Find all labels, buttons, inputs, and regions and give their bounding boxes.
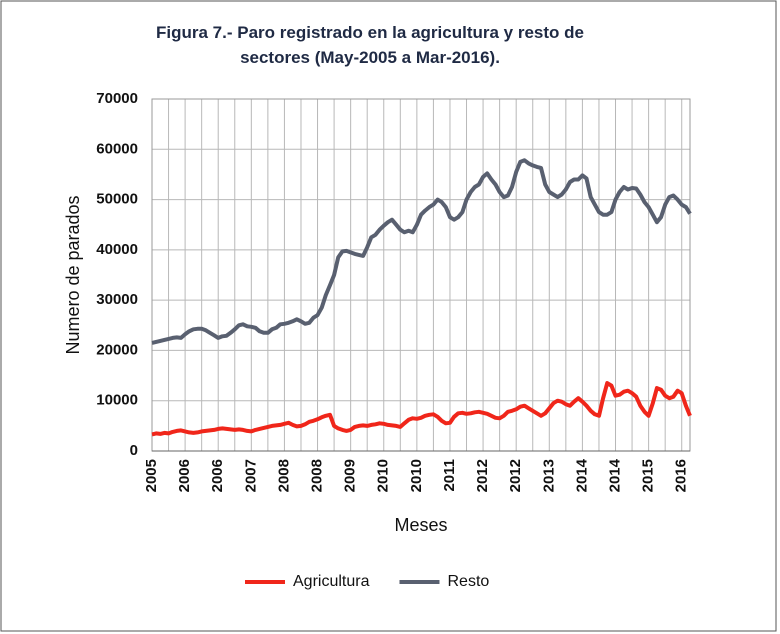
x-tick-label: 2010 xyxy=(375,459,392,492)
plot-border xyxy=(151,98,691,452)
x-tick-label: 2006 xyxy=(209,459,226,492)
x-tick-label: 2007 xyxy=(242,459,259,492)
x-tick-label: 2008 xyxy=(275,459,292,492)
y-tick-label: 60000 xyxy=(96,140,138,157)
x-tick-label: 2006 xyxy=(176,459,193,492)
legend-label: Resto xyxy=(447,573,489,590)
x-tick-label: 2014 xyxy=(573,458,590,492)
y-tick-label: 50000 xyxy=(96,191,138,208)
y-tick-label: 40000 xyxy=(96,241,138,258)
series-line xyxy=(151,381,692,437)
x-tick-label: 2014 xyxy=(606,458,623,492)
y-tick-label: 0 xyxy=(130,442,138,459)
y-tick-label: 30000 xyxy=(96,291,138,308)
x-tick-label: 2012 xyxy=(507,459,524,492)
x-tick-label: 2016 xyxy=(673,459,690,492)
x-tick-label: 2009 xyxy=(342,459,359,492)
x-tick-label: 2011 xyxy=(441,459,458,492)
x-tick-label: 2013 xyxy=(540,459,557,492)
x-tick-label: 2005 xyxy=(143,459,160,492)
y-tick-label: 10000 xyxy=(96,392,138,409)
y-tick-label: 70000 xyxy=(96,90,138,107)
x-axis-label: Meses xyxy=(394,515,447,535)
x-tick-label: 2008 xyxy=(309,459,326,492)
x-tick-label: 2015 xyxy=(640,459,657,492)
chart-title: Figura 7.- Paro registrado en la agricul… xyxy=(156,23,584,67)
x-tick-label: 2010 xyxy=(408,459,425,492)
y-axis-label: Numero de parados xyxy=(63,195,83,354)
y-tick-label: 20000 xyxy=(96,341,138,358)
series-line xyxy=(151,158,692,345)
legend-label: Agricultura xyxy=(293,573,370,590)
x-tick-label: 2012 xyxy=(474,459,491,492)
